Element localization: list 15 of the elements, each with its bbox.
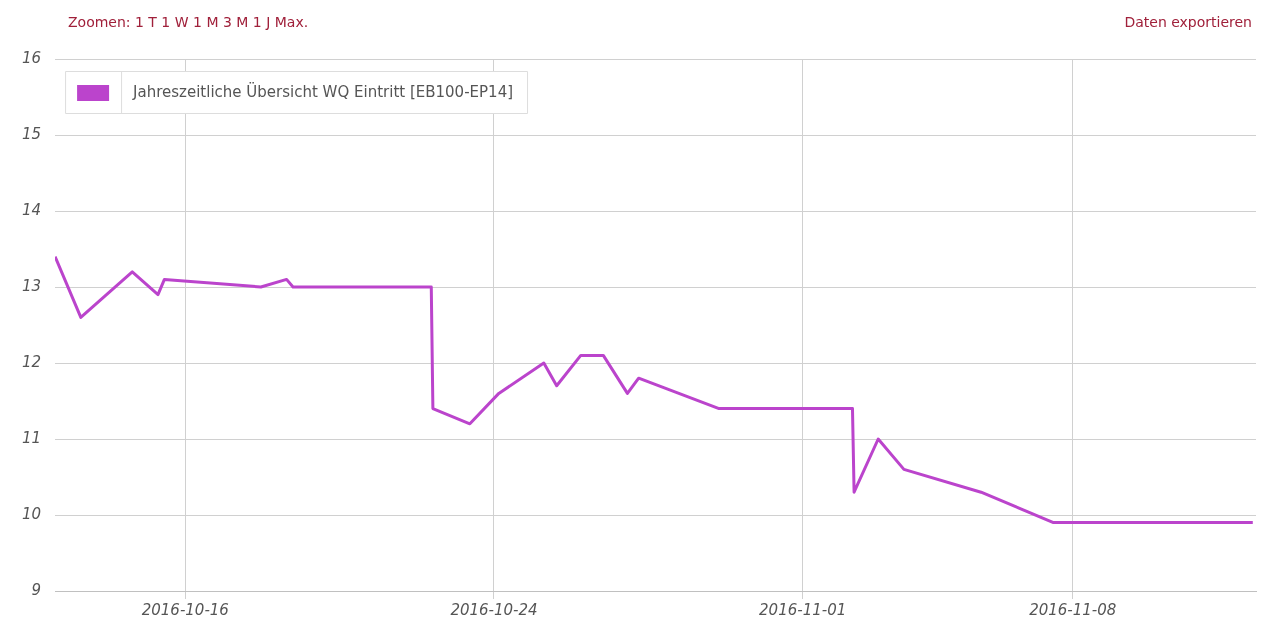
x-tick-label: 2016-10-24 <box>450 600 538 619</box>
legend-label: Jahreszeitliche Übersicht WQ Eintritt [EB100-EP14] <box>132 81 514 101</box>
text: Daten exportieren <box>1124 14 1252 30</box>
y-tick-label: 12 <box>21 352 42 371</box>
y-tick-label: 11 <box>21 428 42 447</box>
y-tick-label: 13 <box>21 276 42 295</box>
y-tick-label: 14 <box>21 200 42 219</box>
x-tick-label: 2016-10-16 <box>141 600 229 619</box>
text: Zoomen: 1 T 1 W 1 M 3 M 1 J Max. <box>68 14 309 30</box>
y-tick-label: 10 <box>21 504 42 523</box>
x-tick-label: 2016-11-08 <box>1029 600 1117 619</box>
y-tick-label: 16 <box>21 48 42 67</box>
y-tick-label: 15 <box>21 124 42 143</box>
x-tick-label: 2016-11-01 <box>759 600 847 619</box>
y-tick-label: 9 <box>31 580 42 599</box>
